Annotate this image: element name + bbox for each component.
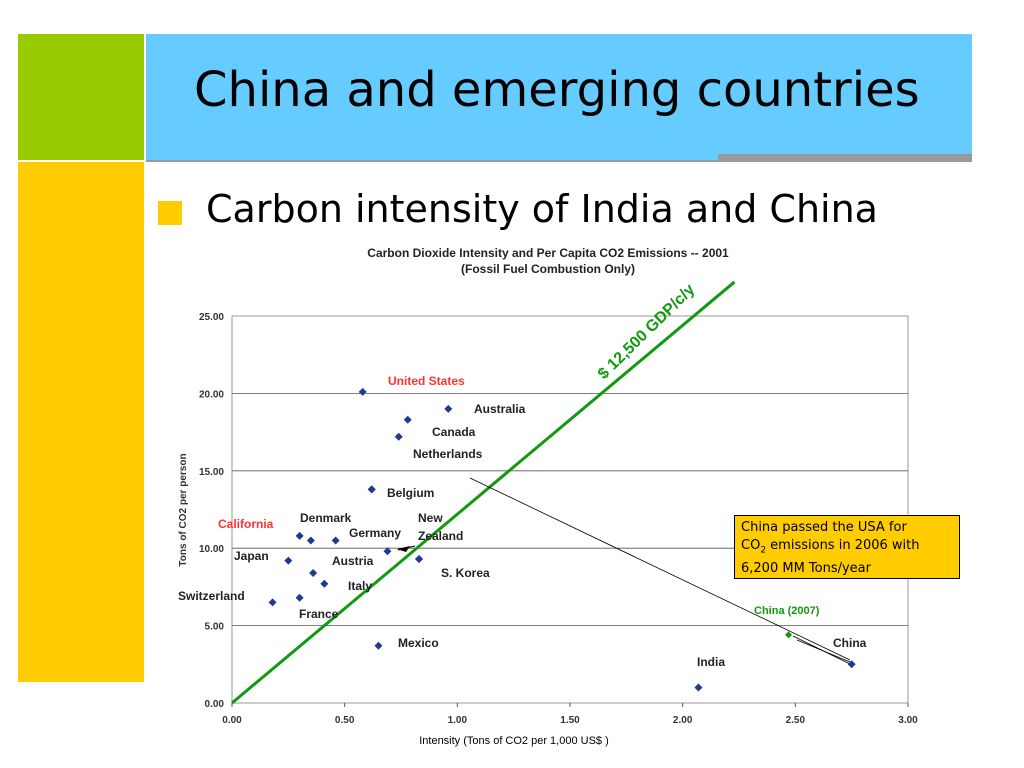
title-underline — [146, 160, 972, 162]
data-point-marker — [415, 555, 424, 564]
y-tick-label: 5.00 — [205, 622, 225, 633]
point-label: Italy — [348, 579, 372, 593]
data-point-marker — [358, 387, 367, 396]
x-tick-label: 3.00 — [898, 715, 918, 726]
callout-line-3: 6,200 MM Tons/year — [741, 560, 871, 576]
title-underline-accent — [718, 154, 972, 162]
y-tick-label: 20.00 — [199, 389, 224, 400]
data-point-marker — [444, 404, 453, 413]
reference-line-label: $ 12,500 GDP/c/y — [595, 281, 698, 383]
data-point-marker — [306, 536, 315, 545]
point-label: Belgium — [387, 486, 434, 500]
accent-yellow-block — [18, 162, 144, 682]
accent-green-block — [18, 34, 144, 160]
point-label: Australia — [474, 402, 526, 416]
data-point-marker — [403, 415, 412, 424]
point-label: Denmark — [300, 511, 352, 525]
point-label: Germany — [349, 526, 401, 540]
data-point-marker — [694, 683, 703, 692]
x-axis-label: Intensity (Tons of CO2 per 1,000 US$ ) — [419, 735, 609, 747]
x-tick-label: 1.50 — [560, 715, 580, 726]
callout-line-2-rest: emissions in 2006 with — [766, 538, 920, 553]
data-point-marker — [785, 631, 793, 639]
point-label: California — [218, 517, 274, 531]
data-point-marker — [374, 641, 383, 650]
data-point-marker — [394, 432, 403, 441]
plot-area — [231, 315, 909, 704]
point-label: Netherlands — [413, 447, 483, 461]
point-label: S. Korea — [441, 566, 490, 580]
x-tick-label: 2.00 — [673, 715, 693, 726]
chart-subtitle: (Fossil Fuel Combustion Only) — [461, 262, 635, 276]
china-callout-box: China passed the USA for CO2 emissions i… — [734, 515, 960, 579]
data-point-marker — [331, 536, 340, 545]
point-label: Austria — [332, 554, 374, 568]
point-label: China (2007) — [754, 605, 820, 617]
y-tick-label: 10.00 — [199, 544, 224, 555]
bullet-square-icon — [158, 201, 182, 225]
data-point-marker — [320, 579, 329, 588]
y-axis-label: Tons of CO2 per person — [178, 453, 189, 566]
data-point-marker — [367, 485, 376, 494]
china-arrow-line — [792, 635, 851, 665]
germany-arrow-line — [397, 545, 416, 551]
data-point-marker — [284, 556, 293, 565]
data-point-marker — [295, 531, 304, 540]
point-label: China — [833, 636, 867, 650]
point-label-line-1: New — [418, 511, 443, 525]
point-label: France — [299, 607, 339, 621]
x-tick-label: 1.00 — [448, 715, 468, 726]
netherlands-pointer-line — [469, 477, 851, 661]
data-point-marker — [295, 593, 304, 602]
chart-title: Carbon Dioxide Intensity and Per Capita … — [367, 246, 729, 260]
data-point-marker — [309, 568, 318, 577]
point-label: India — [697, 655, 725, 669]
point-label: Japan — [234, 549, 269, 563]
callout-subscript: 2 — [760, 545, 767, 556]
y-tick-label: 25.00 — [199, 312, 224, 323]
bullet-text: Carbon intensity of India and China — [206, 187, 878, 231]
callout-line-1: China passed the USA for — [741, 520, 907, 535]
title-bar: China and emerging countries — [146, 34, 972, 160]
x-tick-label: 0.50 — [335, 715, 355, 726]
y-tick-label: 0.00 — [205, 699, 225, 710]
point-label: Mexico — [398, 636, 439, 650]
reference-line — [231, 280, 736, 705]
slide-title: China and emerging countries — [194, 62, 920, 118]
x-tick-label: 2.50 — [786, 715, 806, 726]
callout-co: CO — [741, 538, 761, 553]
data-point-marker — [383, 547, 392, 556]
point-label-line-2: Zealand — [418, 529, 463, 543]
callout-line-2: CO2 emissions in 2006 with — [741, 537, 953, 560]
point-label: United States — [388, 374, 465, 388]
point-label: Switzerland — [178, 589, 245, 603]
data-point-marker — [268, 598, 277, 607]
y-tick-label: 15.00 — [199, 467, 224, 478]
x-tick-label: 0.00 — [222, 715, 242, 726]
point-label: Canada — [432, 425, 476, 439]
data-point-marker — [847, 660, 856, 669]
